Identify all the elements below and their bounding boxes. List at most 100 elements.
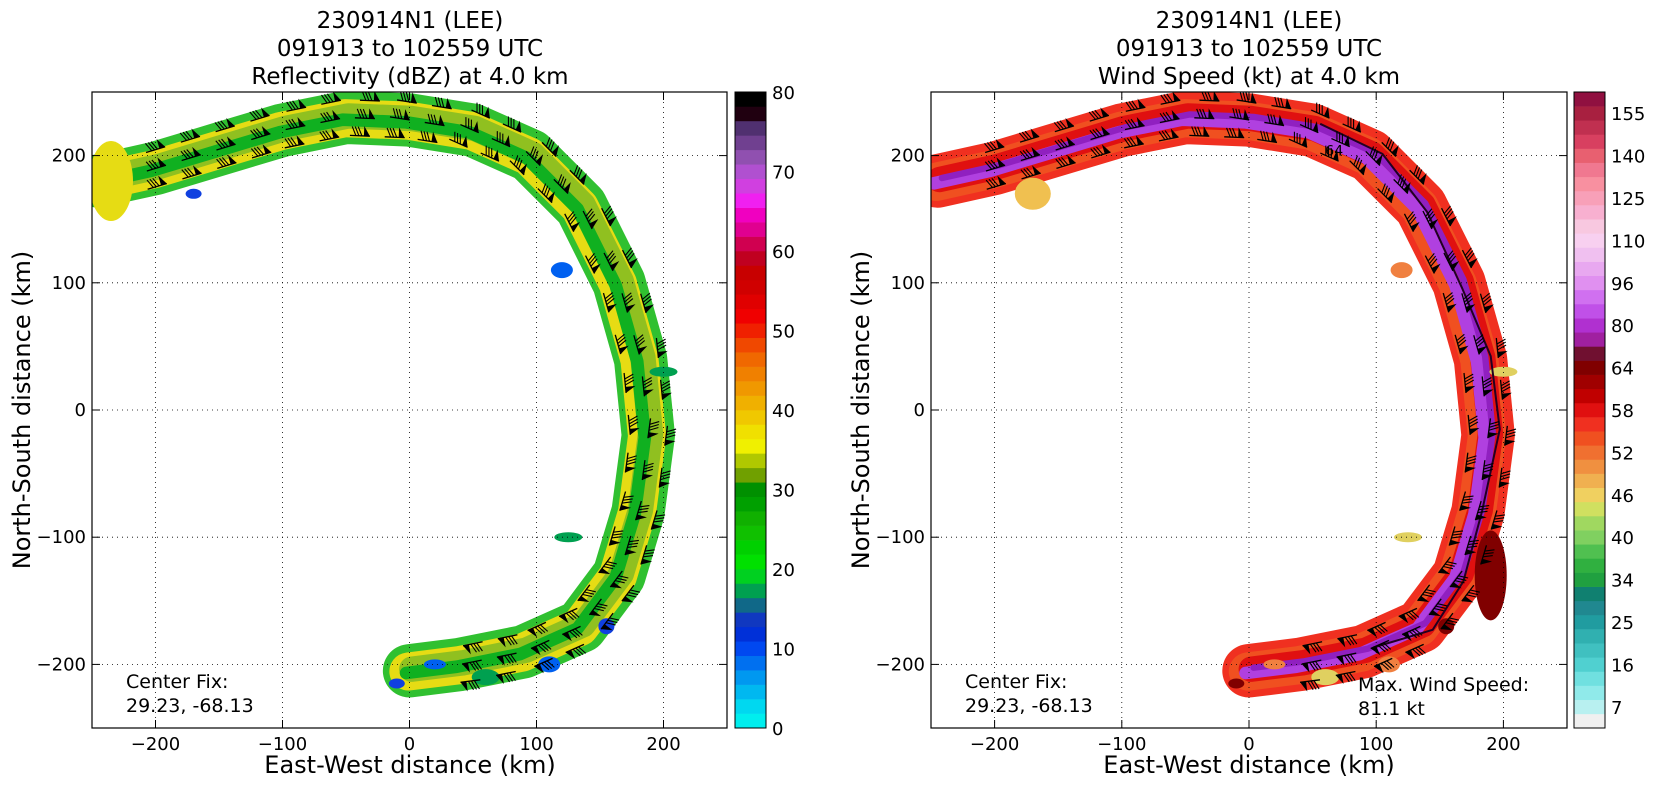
wind-barb [1454, 333, 1469, 355]
wind-barb [431, 96, 452, 110]
field-cell [1228, 678, 1245, 689]
y-tick-label: −100 [876, 527, 925, 548]
right-title-line-2: 091913 to 102559 UTC [1116, 36, 1382, 62]
wind-barb [1236, 92, 1257, 104]
wind-barb [1336, 652, 1357, 666]
colorbar-swatch [735, 294, 766, 310]
wind-barb [417, 130, 438, 144]
colorbar-swatch [1574, 134, 1605, 149]
colorbar-tick-label: 20 [772, 560, 795, 581]
y-tick-label: 200 [52, 146, 86, 167]
wind-barb [1300, 679, 1321, 692]
reflectivity-colorbar: 0 10 20 30 40 50 60 70 80 [734, 83, 795, 740]
colorbar-swatch [735, 670, 766, 685]
wind-barb [389, 108, 410, 121]
colorbar-tick-label: 140 [1611, 147, 1645, 168]
wind-barb [1370, 639, 1392, 656]
field-cell [92, 141, 133, 221]
wind-barb [1464, 535, 1479, 556]
colorbar-swatch [735, 525, 766, 541]
wind-barb [480, 145, 500, 162]
wind-barb [1459, 491, 1474, 511]
colorbar-swatch [1574, 346, 1605, 361]
wind-barb [1424, 253, 1441, 274]
colorbar-swatch [1574, 162, 1605, 178]
wind-barb [603, 250, 620, 272]
colorbar-swatch [1574, 445, 1605, 460]
colorbar-swatch [735, 467, 766, 483]
wind-barb [985, 175, 1007, 190]
wind-barb [569, 165, 587, 185]
colorbar-swatch [735, 222, 766, 237]
x-tick-label: 100 [519, 734, 553, 755]
colorbar-swatch [1574, 233, 1605, 248]
colorbar-swatch [735, 597, 766, 613]
wind-barb [1443, 250, 1460, 272]
colorbar-swatch [1574, 261, 1605, 277]
wind-barb [471, 102, 491, 119]
x-tick-label: −100 [1097, 734, 1146, 755]
colorbar-tick-label: 96 [1611, 274, 1634, 295]
colorbar-tick-label: 64 [1611, 359, 1634, 380]
right-center-fix-label: Center Fix: [965, 671, 1067, 693]
colorbar-swatch [735, 626, 766, 642]
wind-barb [1090, 144, 1111, 159]
wind-barb [1020, 165, 1041, 180]
colorbar-swatch [1574, 374, 1605, 390]
wind-barb [1342, 116, 1362, 133]
colorbar-tick-label: 10 [772, 640, 795, 661]
colorbar-swatch [735, 92, 766, 107]
wind-barb [619, 491, 634, 511]
left-wind-barbs [144, 92, 677, 692]
colorbar-swatch [1574, 544, 1605, 559]
wind-barb [1320, 145, 1339, 162]
wind-barb [1337, 634, 1358, 648]
wind-barb [624, 535, 639, 556]
colorbar-swatch [1574, 671, 1605, 686]
left-title-line-1: 230914N1 (LEE) [317, 8, 504, 34]
wind-barb [179, 128, 201, 143]
wind-barb [1461, 292, 1476, 313]
wind-barb [1018, 128, 1040, 143]
colorbar-swatch [1574, 657, 1605, 672]
wind-barb [1377, 183, 1395, 204]
colorbar-tick-label: 30 [772, 481, 795, 502]
wind-barb [577, 584, 596, 603]
wind-barb [1398, 607, 1420, 624]
colorbar-swatch [735, 279, 766, 295]
wind-barb [319, 128, 340, 142]
colorbar-swatch [735, 120, 766, 136]
wind-barb [1481, 376, 1494, 397]
colorbar-swatch [735, 149, 766, 165]
right-wind-barbs [984, 92, 1517, 692]
max-wind-label: Max. Wind Speed: [1358, 674, 1529, 696]
wind-barb [497, 634, 518, 648]
colorbar-swatch [1574, 558, 1605, 573]
colorbar-swatch [1574, 417, 1605, 432]
field-cell [1390, 262, 1413, 279]
contour-line [1319, 122, 1501, 649]
colorbar-tick-label: 50 [772, 322, 795, 343]
wind-barb [1089, 125, 1110, 141]
wind-barb [1464, 452, 1477, 473]
colorbar-swatch [1574, 431, 1605, 446]
wind-barb [1365, 146, 1383, 167]
wind-barb [1490, 510, 1506, 530]
colorbar-swatch [1574, 586, 1605, 602]
wind-barb [1088, 107, 1110, 122]
wind-barb [181, 165, 202, 180]
wind-barb [534, 657, 555, 674]
field-band [938, 111, 1496, 671]
left-ylabel: North-South distance (km) [8, 251, 36, 570]
y-tick-label: −200 [37, 654, 86, 675]
wind-barb [1349, 155, 1367, 176]
colorbar-swatch [735, 496, 766, 512]
wind-barb [1125, 98, 1146, 112]
colorbar-swatch [735, 569, 766, 584]
wind-barb [1495, 337, 1508, 358]
y-tick-label: 0 [914, 400, 925, 421]
wind-barb [1189, 125, 1210, 137]
colorbar-swatch [1574, 388, 1605, 404]
colorbar-swatch [735, 612, 766, 628]
